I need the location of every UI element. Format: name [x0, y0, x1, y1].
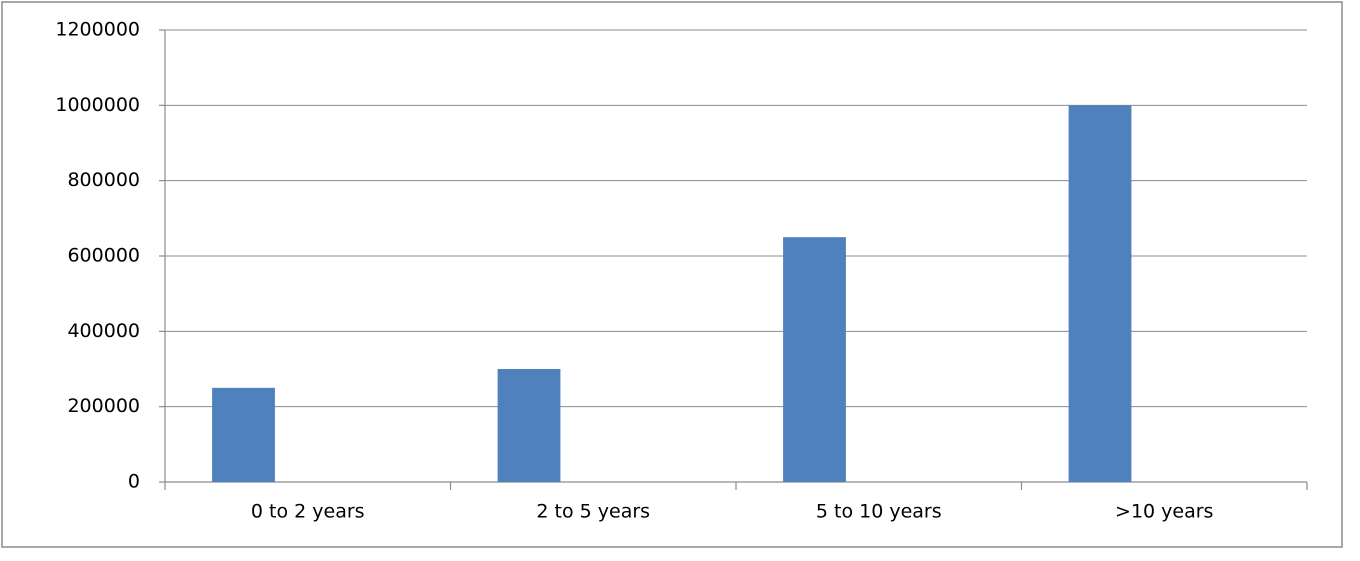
- y-tick-label: 400000: [67, 320, 140, 342]
- bar: [212, 387, 275, 482]
- y-tick-label: 1200000: [55, 19, 140, 41]
- y-tick-label: 600000: [67, 245, 140, 267]
- y-tick-label: 0: [128, 471, 140, 493]
- bar: [1068, 105, 1132, 482]
- y-tick-label: 1000000: [55, 94, 140, 116]
- chart-border: [1, 1, 1343, 548]
- bar: [783, 237, 846, 482]
- x-tick-label: 2 to 5 years: [536, 501, 650, 523]
- x-tick-label: >10 years: [1115, 501, 1213, 523]
- x-tick-label: 0 to 2 years: [251, 501, 365, 523]
- bar: [497, 369, 561, 482]
- x-tick-label: 5 to 10 years: [816, 501, 942, 523]
- y-tick-label: 200000: [67, 395, 140, 417]
- y-tick-label: 800000: [67, 169, 140, 191]
